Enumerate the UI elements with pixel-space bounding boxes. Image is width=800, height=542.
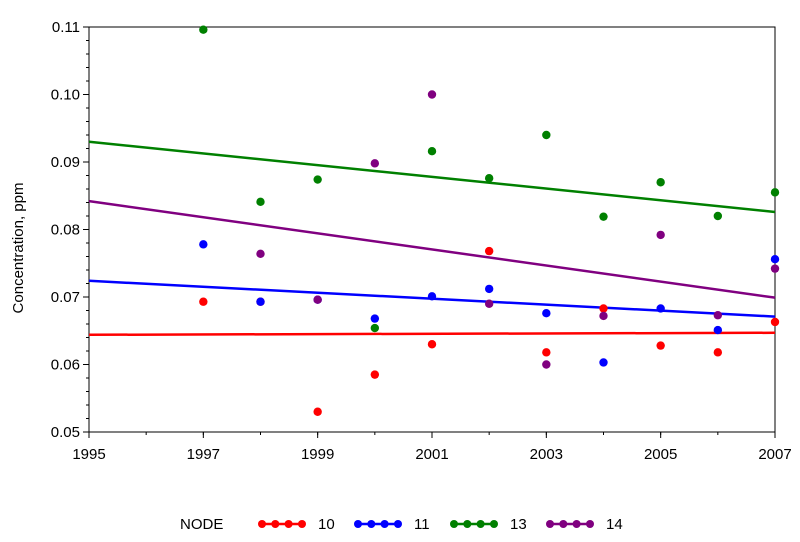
- legend-swatch-marker: [298, 520, 306, 528]
- data-point-node-10: [199, 297, 208, 306]
- legend-label: 10: [318, 516, 335, 533]
- y-axis-title: Concentration, ppm: [10, 183, 27, 314]
- data-point-node-13: [599, 212, 608, 221]
- x-tick-label: 2003: [530, 446, 563, 463]
- axes: 0.05 0.06 0.07 0.08 0.09 0.10 0.11 1995 1997 1999…: [51, 19, 792, 463]
- y-tick-label: 0.06: [51, 357, 80, 374]
- data-point-node-14: [599, 311, 608, 321]
- data-point-node-11: [542, 309, 551, 318]
- data-point-node-13: [713, 211, 723, 221]
- data-point-node-10: [713, 348, 723, 357]
- legend-item-node-10: 10: [258, 516, 335, 533]
- legend-item-node-13: 13: [450, 516, 527, 533]
- x-tick-label: 2001: [415, 446, 448, 463]
- legend-item-node-11: 11: [354, 516, 430, 533]
- legend-swatch-marker: [586, 520, 594, 528]
- data-point-node-13: [199, 25, 208, 34]
- legend-swatch-marker: [572, 520, 581, 528]
- legend-swatch-marker: [354, 520, 362, 528]
- data-point-node-10: [427, 340, 437, 349]
- trend-line-node-14: [88, 199, 776, 299]
- data-point-node-13: [484, 174, 494, 183]
- legend-label: 11: [414, 516, 430, 533]
- legend-title: NODE: [180, 516, 223, 533]
- y-tick-label: 0.05: [51, 424, 80, 441]
- data-point-node-13: [770, 188, 780, 197]
- legend-swatch-marker: [476, 520, 485, 528]
- data-point-node-11: [427, 292, 437, 301]
- data-point-node-14: [484, 299, 494, 308]
- data-point-node-11: [770, 255, 780, 264]
- y-tick-label: 0.07: [51, 289, 80, 306]
- legend-swatch-marker: [271, 520, 280, 528]
- data-point-node-10: [542, 348, 551, 357]
- x-tick-label: 2007: [758, 446, 791, 463]
- legend-swatch-marker: [490, 520, 498, 528]
- legend-swatch-marker: [258, 520, 266, 528]
- data-point-node-10: [313, 407, 322, 416]
- data-point-node-14: [313, 295, 322, 304]
- data-point-node-13: [656, 178, 665, 187]
- data-point-node-13: [370, 323, 380, 333]
- data-point-node-11: [370, 314, 380, 323]
- trend-lines: [88, 140, 776, 337]
- x-tick-label: 1997: [187, 446, 220, 463]
- x-tick-label: 1995: [72, 446, 105, 463]
- data-point-node-14: [370, 159, 380, 168]
- legend-swatch-marker: [450, 520, 458, 528]
- data-point-node-10: [484, 246, 494, 256]
- y-tick-label: 0.11: [52, 19, 80, 36]
- legend-swatch-marker: [284, 520, 293, 528]
- legend-swatch-marker: [394, 520, 402, 528]
- data-point-node-11: [656, 304, 665, 313]
- legend-swatch-marker: [463, 520, 472, 528]
- legend-swatch-marker: [367, 520, 376, 528]
- data-point-node-13: [256, 197, 265, 207]
- data-points: [199, 25, 780, 416]
- data-point-node-14: [256, 249, 265, 258]
- y-tick-label: 0.09: [51, 154, 80, 171]
- data-point-node-14: [770, 264, 780, 273]
- legend-item-node-14: 14: [546, 516, 623, 533]
- data-point-node-13: [313, 175, 322, 184]
- data-point-node-14: [656, 230, 665, 240]
- data-point-node-13: [542, 130, 551, 140]
- legend-swatch-marker: [380, 520, 389, 528]
- data-point-node-10: [599, 304, 608, 313]
- legend-swatch-marker: [559, 520, 568, 528]
- data-point-node-11: [256, 297, 265, 306]
- trend-line-node-10: [88, 331, 776, 337]
- data-point-node-14: [427, 90, 437, 99]
- x-tick-label: 2005: [644, 446, 677, 463]
- data-point-node-10: [656, 341, 665, 350]
- data-point-node-13: [427, 147, 437, 156]
- data-point-node-14: [713, 311, 723, 320]
- y-tick-label: 0.08: [51, 222, 80, 239]
- trend-line-node-13: [88, 140, 776, 214]
- y-tick-label: 0.10: [51, 87, 80, 104]
- legend-label: 13: [510, 516, 527, 533]
- x-tick-label: 1999: [301, 446, 334, 463]
- plot-area: [88, 26, 776, 433]
- data-point-node-11: [484, 284, 494, 294]
- data-point-node-10: [370, 370, 380, 379]
- data-point-node-11: [199, 240, 208, 249]
- legend: NODE 10 11 13 14: [180, 516, 623, 533]
- legend-label: 14: [606, 516, 623, 533]
- plot-border: [88, 26, 776, 433]
- data-point-node-11: [599, 358, 608, 367]
- data-point-node-11: [713, 325, 723, 335]
- legend-swatch-marker: [546, 520, 554, 528]
- data-point-node-14: [542, 360, 551, 369]
- data-point-node-10: [770, 317, 780, 327]
